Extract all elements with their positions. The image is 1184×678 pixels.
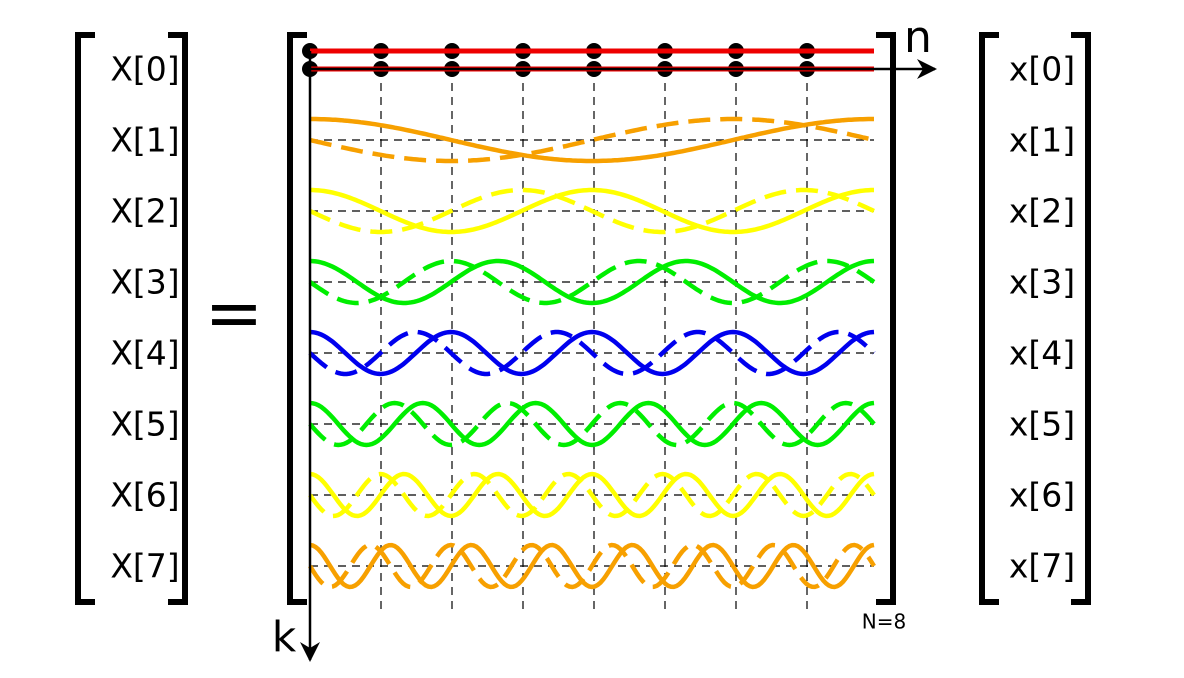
right-bracket-open xyxy=(979,32,999,605)
right-label: x[4] xyxy=(1009,334,1075,373)
left-label: X[3] xyxy=(110,263,179,302)
waves xyxy=(302,43,876,590)
k-axis-label: k xyxy=(272,613,297,662)
n-axis-label: n xyxy=(904,12,932,63)
left-label: X[4] xyxy=(110,334,179,373)
cosine-wave xyxy=(309,471,875,519)
size-note: N=8 xyxy=(862,610,906,634)
sine-wave xyxy=(308,400,876,448)
left-label: X[7] xyxy=(110,547,179,586)
right-label: x[1] xyxy=(1009,121,1075,160)
matrix-bracket-open xyxy=(287,32,307,605)
cosine-wave xyxy=(310,187,874,235)
vector-labels: X[0] x[0] X[1] x[1] X[2] x[2] X[3] x[3] X[4] x[4]… xyxy=(110,50,1075,586)
cosine-wave xyxy=(309,329,875,377)
sine-wave xyxy=(308,542,876,590)
cosine-wave xyxy=(310,116,874,164)
cosine-wave xyxy=(309,400,875,448)
cosine-wave xyxy=(309,542,875,590)
sine-wave xyxy=(308,258,876,306)
left-label: X[1] xyxy=(110,121,179,160)
left-label: X[2] xyxy=(110,192,179,231)
right-label: x[5] xyxy=(1009,405,1075,444)
right-label: x[2] xyxy=(1009,192,1075,231)
right-label: x[7] xyxy=(1009,547,1075,586)
right-label: x[3] xyxy=(1009,263,1075,302)
left-label: X[6] xyxy=(110,476,179,515)
matrix-bracket-close xyxy=(876,32,896,605)
right-bracket-close xyxy=(1071,32,1091,605)
left-bracket-close xyxy=(168,32,188,605)
left-bracket-open xyxy=(75,32,95,605)
left-label: X[0] xyxy=(110,50,179,89)
left-label: X[5] xyxy=(110,405,179,444)
sine-wave xyxy=(308,471,876,519)
sine-wave xyxy=(309,187,875,235)
cosine-wave xyxy=(309,258,875,306)
sine-wave xyxy=(308,329,876,377)
right-label: x[0] xyxy=(1009,50,1075,89)
equals-sign: = xyxy=(205,272,264,354)
right-label: x[6] xyxy=(1009,476,1075,515)
